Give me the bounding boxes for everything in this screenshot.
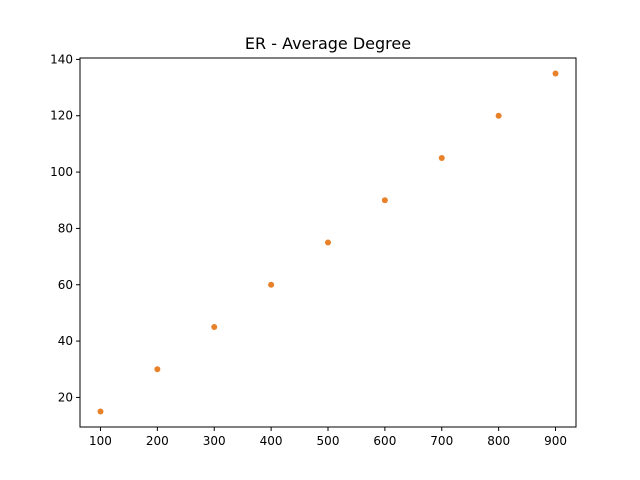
data-point bbox=[211, 324, 218, 331]
x-tick-label: 100 bbox=[89, 434, 112, 448]
y-tick-label: 60 bbox=[58, 278, 73, 292]
x-tick-label: 200 bbox=[146, 434, 169, 448]
data-point bbox=[438, 154, 445, 161]
data-point bbox=[268, 281, 275, 288]
x-tick-label: 800 bbox=[487, 434, 510, 448]
y-tick-label: 120 bbox=[50, 109, 73, 123]
data-point bbox=[97, 408, 104, 415]
y-tick-label: 100 bbox=[50, 165, 73, 179]
x-tick-label: 700 bbox=[430, 434, 453, 448]
x-tick-label: 600 bbox=[373, 434, 396, 448]
x-axis: 100 200 300 400 500 600 700 800 900 bbox=[89, 427, 567, 448]
data-point bbox=[325, 239, 331, 246]
y-tick-label: 80 bbox=[58, 221, 73, 235]
data-point bbox=[154, 366, 161, 373]
x-tick-label: 500 bbox=[317, 434, 340, 448]
data-point bbox=[495, 112, 502, 119]
data-point bbox=[381, 197, 388, 204]
data-points bbox=[97, 70, 559, 415]
x-tick-label: 400 bbox=[260, 434, 283, 448]
data-point bbox=[552, 70, 559, 77]
y-tick-label: 140 bbox=[50, 52, 73, 66]
y-axis: 20 40 60 80 100 120 140 bbox=[50, 52, 80, 404]
chart-title: ER - Average Degree bbox=[245, 34, 411, 53]
x-tick-label: 900 bbox=[544, 434, 567, 448]
y-tick-label: 40 bbox=[58, 334, 73, 348]
x-tick-label: 300 bbox=[203, 434, 226, 448]
y-tick-label: 20 bbox=[58, 390, 73, 404]
